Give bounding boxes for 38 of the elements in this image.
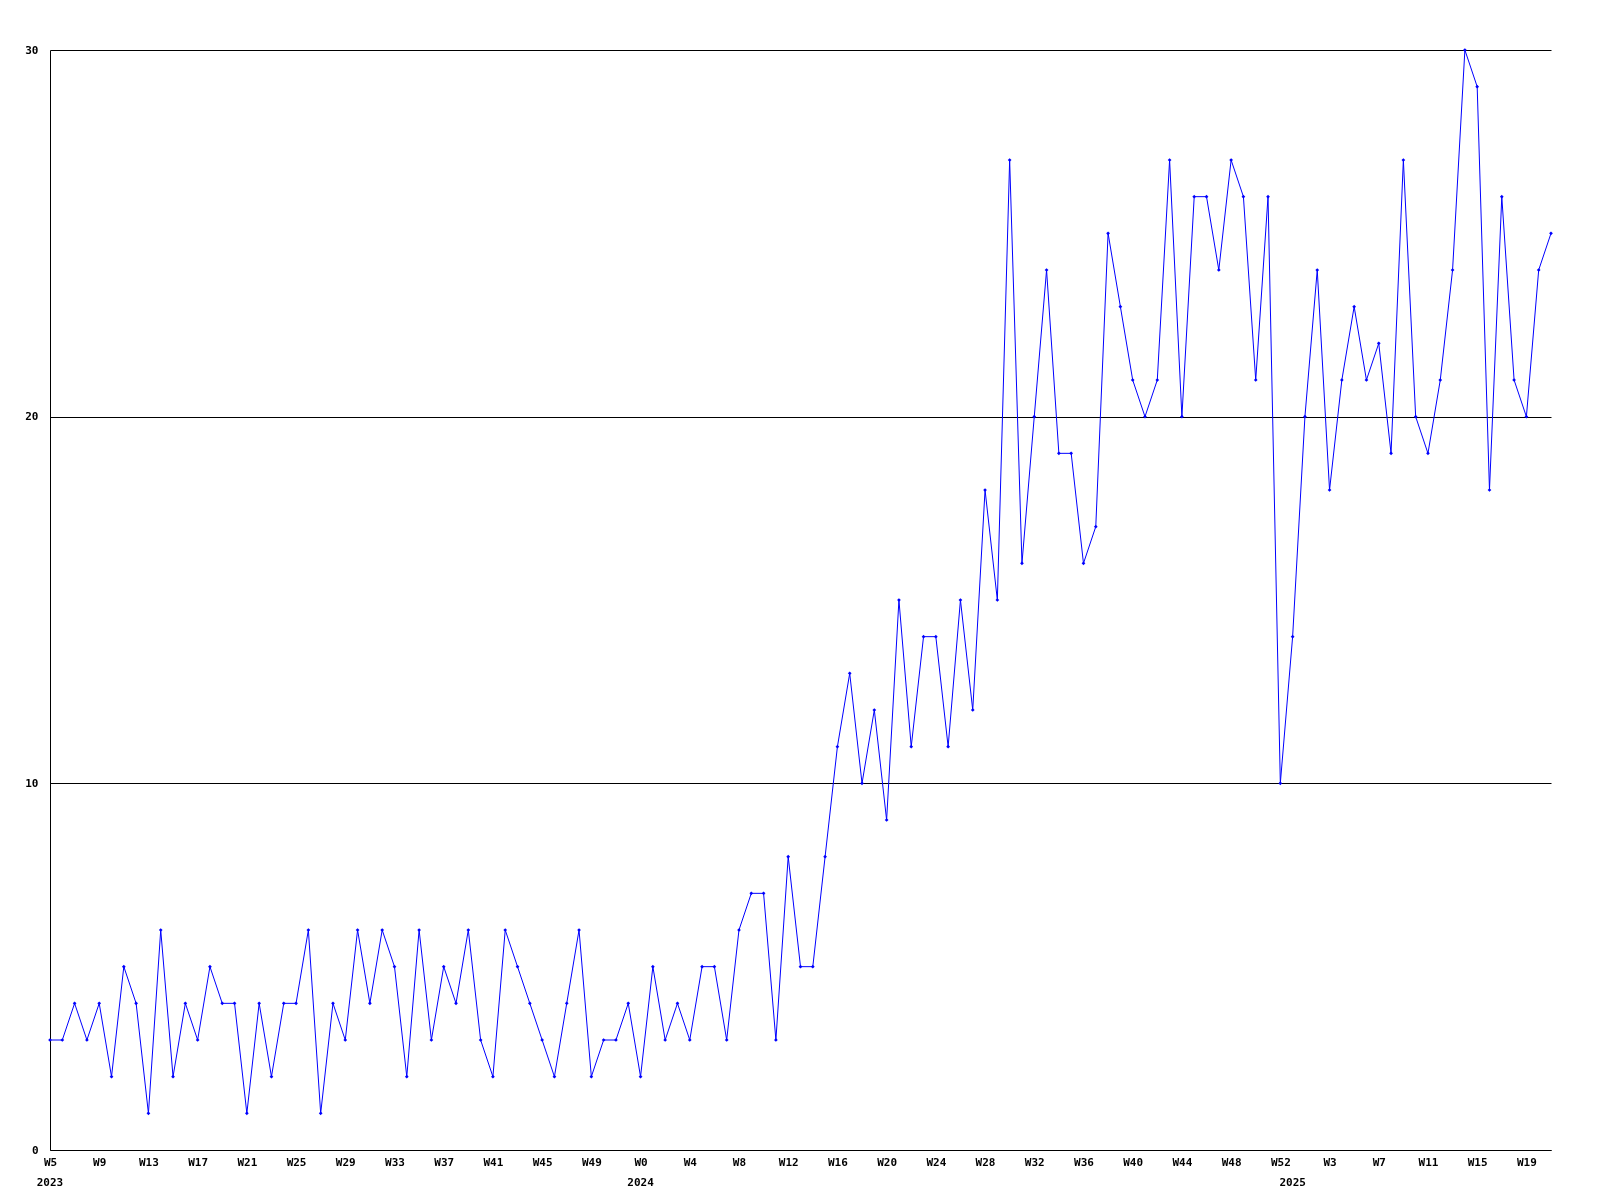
x-tick-label: W37 [434, 1155, 455, 1169]
y-tick-label: 20 [25, 410, 39, 424]
x-tick-label: W25 [286, 1155, 307, 1169]
x-tick-label: W11 [1418, 1155, 1439, 1169]
x-tick-label: W24 [926, 1155, 947, 1169]
x-tick-label: W12 [778, 1155, 799, 1169]
x-tick-label: W40 [1123, 1155, 1144, 1169]
x-tick-label: W19 [1516, 1155, 1537, 1169]
x-tick-label: W4 [683, 1155, 698, 1169]
y-tick-label: 10 [25, 776, 39, 790]
x-tick-label: W28 [975, 1155, 996, 1169]
x-tick-label: W41 [483, 1155, 504, 1169]
x-tick-label: W16 [827, 1155, 849, 1169]
x-tick-label: W33 [385, 1155, 405, 1169]
y-tick-label: 30 [25, 43, 39, 57]
x-tick-label: W8 [732, 1155, 747, 1169]
x-tick-label: W45 [532, 1155, 553, 1169]
x-tick-label: W32 [1024, 1155, 1045, 1169]
x-tick-label: W36 [1074, 1155, 1095, 1169]
x-tick-label: W3 [1323, 1155, 1337, 1169]
x-tick-label: W29 [335, 1155, 356, 1169]
x-tick-label: W17 [188, 1155, 209, 1169]
x-tick-label: W13 [138, 1155, 159, 1169]
x-tick-label: W7 [1372, 1155, 1386, 1169]
x-tick-label: W20 [877, 1155, 898, 1169]
x-tick-label: W15 [1467, 1155, 1488, 1169]
x-tick-label: W21 [237, 1155, 258, 1169]
x-tick-label: W52 [1270, 1155, 1291, 1169]
text: 2023 [36, 1176, 64, 1189]
x-tick-label: W44 [1172, 1155, 1193, 1169]
x-tick-label: W9 [93, 1155, 107, 1169]
y-tick-label: 0 [31, 1143, 39, 1157]
x-tick-label: W0 [634, 1155, 648, 1169]
x-tick-label: W48 [1221, 1155, 1242, 1169]
text: 2024 [627, 1176, 655, 1189]
x-tick-label: W5 [43, 1155, 58, 1169]
x-tick-label: W49 [581, 1155, 602, 1169]
text: 2025 [1279, 1176, 1306, 1189]
